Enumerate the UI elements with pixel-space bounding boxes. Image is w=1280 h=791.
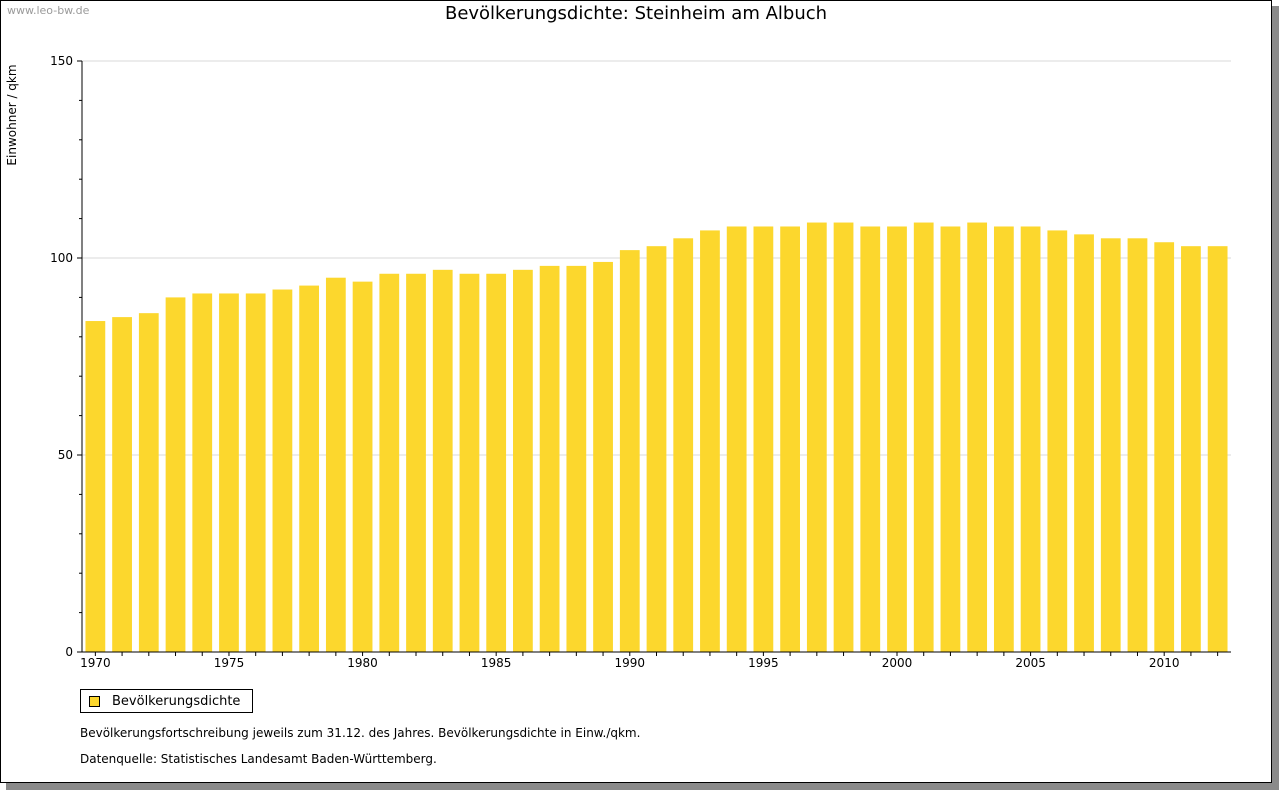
bar xyxy=(325,277,346,652)
bar xyxy=(566,265,587,652)
bar xyxy=(219,293,239,652)
bar xyxy=(700,230,720,653)
bar xyxy=(1181,246,1201,652)
watermark: www.leo-bw.de xyxy=(7,4,90,17)
y-tick-label: 0 xyxy=(65,645,73,659)
frame-shadow-right xyxy=(1272,6,1279,790)
bar xyxy=(753,226,774,653)
bar xyxy=(379,273,400,652)
bar xyxy=(165,297,186,652)
bar xyxy=(780,226,800,653)
chart-title: Bevölkerungsdichte: Steinheim am Albuch xyxy=(444,3,828,24)
y-tick-label: 100 xyxy=(50,251,73,265)
x-tick-label: 1990 xyxy=(615,656,646,670)
x-tick-label: 2005 xyxy=(1015,656,1046,670)
bar xyxy=(860,226,881,653)
bar xyxy=(513,269,533,652)
x-tick-label: 1970 xyxy=(80,656,111,670)
bar xyxy=(940,226,961,653)
bar xyxy=(1100,238,1121,653)
bar xyxy=(646,246,667,652)
legend-swatch xyxy=(89,695,100,707)
x-tick-label: 1980 xyxy=(347,656,378,670)
bar xyxy=(1074,234,1094,653)
bar xyxy=(486,273,507,652)
x-tick-label: 1985 xyxy=(481,656,512,670)
bar xyxy=(1127,238,1148,653)
bar xyxy=(619,250,640,652)
bar xyxy=(1020,226,1041,653)
bar xyxy=(1047,230,1068,653)
y-tick-label: 50 xyxy=(58,448,73,462)
bar xyxy=(967,222,988,653)
bar xyxy=(806,222,827,653)
bar xyxy=(593,261,613,652)
bar xyxy=(432,269,453,652)
legend-label: Bevölkerungsdichte xyxy=(112,693,241,709)
bar xyxy=(726,226,747,653)
x-tick-label: 2000 xyxy=(882,656,913,670)
bar-chart: 0 50 100 150 1970 1975 1980 1985 1990 1995 2000 200… xyxy=(50,54,1231,670)
bar xyxy=(406,273,426,652)
x-tick-label: 1995 xyxy=(748,656,779,670)
bar xyxy=(673,238,694,653)
bar xyxy=(833,222,854,653)
bar xyxy=(192,293,213,652)
bar xyxy=(85,321,106,652)
legend: Bevölkerungsdichte xyxy=(80,689,254,713)
x-tick-label: 2010 xyxy=(1149,656,1180,670)
x-tick-label: 1975 xyxy=(214,656,245,670)
bar xyxy=(993,226,1014,653)
bar xyxy=(887,226,907,653)
bar xyxy=(299,285,320,652)
bar xyxy=(1154,242,1175,653)
bar xyxy=(272,289,293,652)
bar xyxy=(1207,246,1228,652)
footnote-text: Bevölkerungsfortschreibung jeweils zum 3… xyxy=(80,726,641,740)
bar xyxy=(913,222,934,653)
bar xyxy=(245,293,266,652)
bar xyxy=(352,281,373,652)
bar xyxy=(539,265,560,652)
y-tick-label: 150 xyxy=(50,54,73,68)
bar xyxy=(112,317,132,652)
bar xyxy=(459,273,480,652)
frame-shadow-bottom xyxy=(6,783,1279,790)
bar xyxy=(138,313,159,652)
source-text: Datenquelle: Statistisches Landesamt Bad… xyxy=(80,752,437,766)
